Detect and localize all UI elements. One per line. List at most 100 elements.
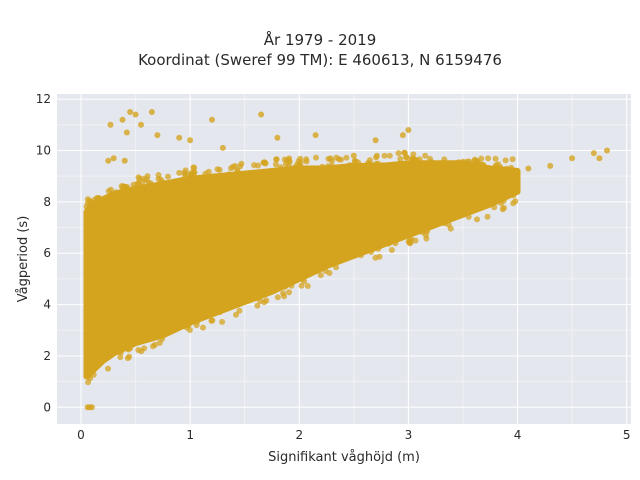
scatter-point bbox=[510, 192, 517, 199]
scatter-point bbox=[121, 157, 128, 164]
scatter-point bbox=[376, 253, 383, 260]
scatter-point bbox=[485, 155, 492, 162]
scatter-point bbox=[509, 156, 516, 163]
scatter-point bbox=[525, 165, 532, 172]
scatter-point bbox=[132, 111, 139, 118]
scatter-point bbox=[343, 154, 350, 161]
scatter-point bbox=[373, 152, 380, 159]
scatter-point bbox=[85, 379, 92, 386]
scatter-point bbox=[460, 158, 467, 165]
scatter-point bbox=[117, 349, 124, 356]
scatter-point bbox=[310, 165, 317, 172]
scatter-point bbox=[205, 168, 212, 175]
scatter-point bbox=[351, 157, 358, 164]
scatter-point bbox=[83, 360, 90, 367]
scatter-point bbox=[157, 176, 164, 183]
scatter-point bbox=[333, 154, 340, 161]
scatter-point bbox=[513, 167, 520, 174]
scatter-point bbox=[274, 134, 281, 141]
scatter-point bbox=[258, 111, 265, 118]
scatter-point bbox=[491, 204, 498, 211]
scatter-point bbox=[387, 239, 394, 245]
scatter-point bbox=[547, 162, 554, 169]
y-tick-label: 12 bbox=[36, 92, 51, 106]
scatter-point bbox=[441, 156, 448, 163]
scatter-point bbox=[200, 324, 206, 331]
y-tick-label: 4 bbox=[43, 298, 51, 312]
scatter-point bbox=[186, 327, 193, 333]
scatter-point bbox=[142, 184, 149, 191]
scatter-point bbox=[503, 165, 510, 172]
y-tick-label: 2 bbox=[43, 349, 51, 363]
scatter-point bbox=[395, 160, 402, 167]
scatter-point bbox=[422, 152, 429, 159]
scatter-point bbox=[187, 137, 194, 144]
scatter-point bbox=[484, 213, 491, 220]
scatter-point bbox=[502, 157, 509, 164]
scatter-point bbox=[492, 155, 499, 162]
scatter-point bbox=[138, 121, 144, 128]
scatter-point bbox=[333, 264, 340, 271]
scatter-point bbox=[447, 225, 454, 232]
scatter-point bbox=[319, 163, 326, 170]
scatter-point bbox=[366, 160, 373, 167]
scatter-point bbox=[499, 206, 506, 213]
scatter-point bbox=[234, 167, 241, 174]
scatter-point bbox=[281, 283, 288, 290]
scatter-point bbox=[94, 195, 101, 202]
scatter-point bbox=[105, 157, 112, 164]
scatter-point bbox=[395, 150, 402, 157]
scatter-point bbox=[480, 162, 487, 168]
scatter-point bbox=[474, 216, 480, 223]
scatter-point bbox=[459, 168, 466, 174]
scatter-point bbox=[176, 134, 183, 141]
chart-title-line-2: Koordinat (Sweref 99 TM): E 460613, N 61… bbox=[138, 51, 502, 69]
scatter-point bbox=[313, 154, 319, 161]
scatter-point bbox=[512, 198, 519, 205]
scatter-point bbox=[465, 213, 472, 220]
x-axis-title: Signifikant våghöjd (m) bbox=[268, 450, 420, 465]
y-axis-title: Vågperiod (s) bbox=[16, 216, 31, 303]
scatter-point bbox=[286, 155, 293, 162]
scatter-point bbox=[233, 311, 239, 318]
scatter-point bbox=[497, 164, 504, 171]
scatter-point bbox=[113, 189, 119, 196]
scatter-point bbox=[423, 235, 430, 242]
scatter-point bbox=[379, 162, 386, 169]
scatter-point bbox=[159, 336, 166, 342]
scatter-point bbox=[226, 171, 232, 178]
scatter-point bbox=[372, 137, 379, 144]
y-tick-label: 0 bbox=[43, 400, 51, 414]
scatter-point bbox=[326, 270, 333, 276]
scatter-point bbox=[327, 155, 334, 162]
scatter-point bbox=[337, 156, 344, 163]
scatter-point bbox=[297, 159, 304, 166]
chart-title-line-1: År 1979 - 2019 bbox=[263, 31, 377, 49]
scatter-point bbox=[457, 212, 464, 219]
y-tick-label: 8 bbox=[43, 195, 51, 209]
scatter-point bbox=[500, 197, 507, 204]
x-tick-label: 4 bbox=[514, 428, 522, 442]
scatter-density-cloud bbox=[83, 160, 521, 380]
scatter-point bbox=[148, 109, 155, 115]
scatter-point bbox=[422, 227, 429, 233]
scatter-point bbox=[569, 155, 576, 162]
scatter-point bbox=[386, 152, 393, 159]
scatter-point bbox=[179, 176, 186, 183]
x-tick-label: 2 bbox=[295, 428, 303, 442]
scatter-point bbox=[154, 132, 161, 139]
scatter-point bbox=[216, 166, 223, 173]
scatter-point bbox=[381, 152, 388, 159]
scatter-point bbox=[596, 155, 603, 162]
scatter-point bbox=[126, 353, 133, 360]
scatter-point bbox=[136, 183, 143, 190]
scatter-point bbox=[317, 272, 324, 279]
scatter-point bbox=[84, 404, 91, 411]
x-tick-label: 1 bbox=[186, 428, 194, 442]
scatter-point bbox=[85, 373, 92, 380]
scatter-point bbox=[127, 345, 134, 352]
scatter-point bbox=[414, 157, 420, 164]
scatter-point bbox=[304, 283, 311, 289]
scatter-point bbox=[263, 297, 270, 304]
